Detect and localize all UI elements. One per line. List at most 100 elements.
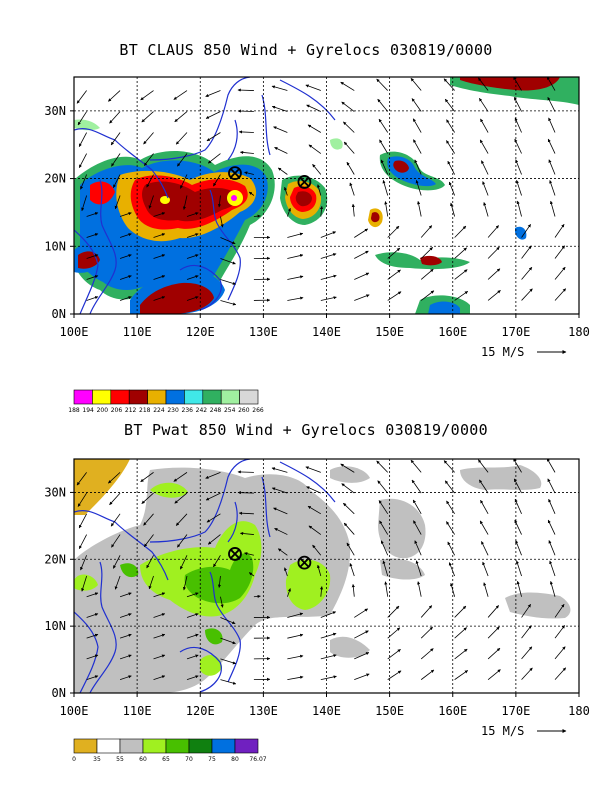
wind-vector	[515, 540, 522, 556]
wind-vector	[237, 88, 254, 92]
wind-vector	[109, 111, 121, 124]
wind-vector	[382, 560, 389, 577]
colorbar-swatch	[188, 738, 213, 754]
lat-tick-label: 0N	[52, 686, 66, 700]
wind-vector	[179, 174, 188, 189]
wind-vector	[446, 119, 455, 133]
colorbar-label: 35	[93, 756, 101, 763]
wind-vector	[237, 109, 254, 113]
wind-vector	[515, 179, 522, 196]
wind-vector	[487, 605, 499, 618]
wind-vector	[86, 675, 99, 681]
wind-vector	[153, 233, 166, 238]
wind-vector	[521, 224, 531, 238]
colorbar-label: 212	[125, 407, 137, 414]
wind-scale-label: 15 M/S	[481, 345, 524, 359]
wind-vector	[554, 266, 566, 280]
bottom-gyre-markers	[228, 547, 312, 570]
wind-vector	[206, 132, 221, 142]
colorbar-swatch	[239, 389, 259, 405]
lon-tick-label: 160E	[438, 325, 467, 339]
wind-vector	[119, 212, 132, 217]
top-wind-vectors	[76, 77, 567, 306]
top-panel-title: BT CLAUS 850 Wind + Gyrelocs 030819/0000	[119, 41, 493, 59]
wind-vector	[415, 560, 422, 577]
wind-vector	[378, 118, 389, 133]
wind-vector	[478, 98, 489, 112]
wind-vector	[554, 604, 565, 618]
wind-vector	[86, 613, 99, 618]
wind-vector	[217, 575, 222, 588]
wind-vector	[306, 104, 321, 112]
bottom-coastlines	[74, 459, 336, 693]
wind-vector	[521, 267, 533, 280]
wind-vector	[319, 586, 324, 597]
wind-vector	[308, 144, 322, 154]
wind-vector	[414, 540, 422, 556]
wind-vector	[384, 581, 389, 597]
lon-tick-label: 150E	[375, 704, 404, 718]
wind-vector	[513, 478, 522, 494]
wind-vector	[119, 654, 132, 660]
wind-vector	[80, 555, 87, 571]
wind-vector	[554, 646, 566, 660]
wind-vector	[549, 560, 556, 577]
wind-vector	[240, 531, 254, 536]
wind-vector	[143, 153, 154, 166]
wind-vector	[354, 652, 370, 660]
wind-vector	[153, 275, 166, 280]
wind-vector	[283, 186, 288, 196]
wind-vector	[305, 466, 321, 473]
wind-vector	[112, 174, 121, 188]
colorbar-swatch	[119, 738, 144, 754]
wind-vector	[271, 487, 288, 494]
wind-vector	[513, 459, 522, 473]
wind-vector	[207, 534, 221, 545]
wind-vector	[521, 667, 533, 680]
wind-vector	[480, 118, 489, 133]
wind-vector	[287, 675, 304, 681]
wind-vector	[382, 179, 389, 196]
wind-vector	[111, 534, 121, 548]
wind-vector	[354, 272, 370, 280]
wind-vector	[548, 117, 556, 133]
top-cloud-temperature-field	[74, 77, 579, 314]
wind-vector	[119, 592, 132, 598]
wind-vector	[478, 479, 489, 494]
bottom-panel-title: BT Pwat 850 Wind + Gyrelocs 030819/0000	[124, 421, 488, 439]
wind-vector	[80, 174, 87, 190]
wind-vector	[153, 592, 166, 598]
wind-vector	[182, 575, 188, 591]
wind-vector	[482, 181, 489, 196]
wind-vector	[420, 225, 433, 238]
wind-vector	[273, 507, 288, 515]
wind-vector	[487, 669, 501, 680]
wind-vector	[205, 111, 221, 119]
wind-vector	[173, 90, 188, 100]
wind-vector	[237, 491, 254, 495]
wind-vector	[143, 132, 154, 145]
wind-vector	[487, 268, 501, 280]
wind-vector	[454, 247, 467, 259]
lon-tick-label: 140E	[312, 325, 341, 339]
wind-vector	[237, 470, 254, 474]
wind-vector	[186, 296, 199, 301]
wind-vector	[343, 522, 355, 535]
wind-vector	[306, 486, 321, 494]
wind-vector	[110, 132, 121, 146]
wind-vector	[153, 633, 166, 639]
wind-vector	[153, 254, 166, 259]
wind-vector	[479, 139, 489, 154]
wind-vector	[78, 153, 87, 169]
bottom-map-panel: 100E 110E 120E 130E 140E 150E 160E 170E 180 0N 10N…	[44, 458, 590, 763]
wind-vector	[308, 525, 322, 535]
wind-vector	[174, 111, 188, 123]
wind-vector	[205, 472, 221, 479]
wind-vector	[384, 201, 389, 217]
wind-vector	[447, 160, 455, 175]
wind-vector	[316, 184, 322, 196]
top-grid	[74, 77, 579, 314]
wind-vector	[547, 96, 556, 112]
wind-vector	[143, 513, 154, 526]
